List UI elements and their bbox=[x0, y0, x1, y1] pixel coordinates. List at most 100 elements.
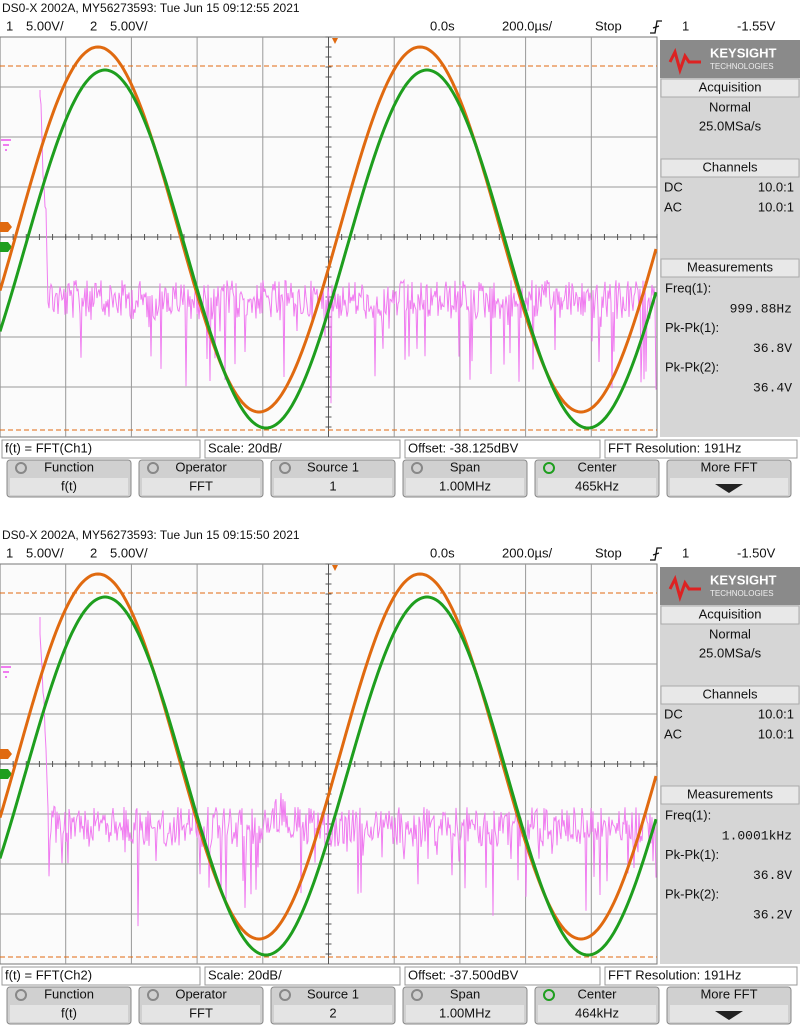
ch1-scale: 5.00V/ bbox=[26, 545, 64, 560]
section-header bbox=[660, 605, 800, 625]
softkey-label: Function bbox=[44, 459, 94, 474]
fft-trace bbox=[39, 617, 657, 927]
softkey-value: 1 bbox=[329, 478, 336, 493]
math-function: f(t) = FFT(Ch1) bbox=[5, 440, 92, 455]
math-marker bbox=[1, 139, 11, 151]
channel-probe: 10.0:1 bbox=[758, 199, 794, 214]
softkey-label: More FFT bbox=[700, 459, 757, 474]
channel-probe: 10.0:1 bbox=[758, 726, 794, 741]
softkey-value: 1.00MHz bbox=[439, 478, 491, 493]
channel-coupling: DC bbox=[664, 706, 683, 721]
brand-sub: TECHNOLOGIES bbox=[710, 589, 774, 598]
section-title: Measurements bbox=[687, 786, 773, 801]
softkey-label: Function bbox=[44, 986, 94, 1001]
softkey-arrow bbox=[715, 484, 743, 493]
acq-mode: Normal bbox=[709, 99, 751, 114]
section-title: Acquisition bbox=[699, 79, 762, 94]
softkey-icon bbox=[411, 989, 423, 1001]
softkey-label: Operator bbox=[175, 459, 227, 474]
softkey-label: Operator bbox=[175, 986, 227, 1001]
measurement-label: Freq(1): bbox=[665, 280, 711, 295]
softkey-label: Source 1 bbox=[307, 459, 359, 474]
acq-rate: 25.0MSa/s bbox=[699, 118, 762, 133]
run-state: Stop bbox=[595, 18, 622, 33]
scope-screen: DS0-X 2002A, MY56273593: Tue Jun 15 09:1… bbox=[0, 528, 800, 1025]
softkey-value-area bbox=[274, 1005, 392, 1022]
ch2-trace bbox=[0, 595, 658, 957]
math-field bbox=[404, 439, 601, 459]
math-scale: Scale: 20dB/ bbox=[208, 967, 282, 982]
header: DS0-X 2002A, MY56273593: Tue Jun 15 09:1… bbox=[2, 528, 300, 542]
section-header bbox=[660, 78, 800, 98]
math-scale: Scale: 20dB/ bbox=[208, 440, 282, 455]
math-function: f(t) = FFT(Ch2) bbox=[5, 967, 92, 982]
trigger-source: 1 bbox=[682, 18, 689, 33]
softkey[interactable]: Operator FFT bbox=[138, 459, 264, 498]
softkey-label: Span bbox=[450, 986, 480, 1001]
measurement-value: 1.0001kHz bbox=[722, 828, 792, 843]
measurement-value: 999.88Hz bbox=[730, 301, 792, 316]
softkey[interactable]: More FFT bbox=[666, 459, 792, 498]
softkey[interactable]: Center 465kHz bbox=[534, 459, 660, 498]
softkey-label: Source 1 bbox=[307, 986, 359, 1001]
ch2-marker bbox=[0, 242, 12, 252]
softkey[interactable]: Source 1 1 bbox=[270, 459, 396, 498]
measurement-value: 36.2V bbox=[753, 907, 792, 922]
trigger-edge-icon bbox=[650, 547, 662, 561]
softkey-label: Span bbox=[450, 459, 480, 474]
softkey[interactable]: Operator FFT bbox=[138, 986, 264, 1025]
softkey-value-area bbox=[538, 1005, 656, 1022]
measurement-value: 36.8V bbox=[753, 341, 792, 356]
section-header bbox=[660, 158, 800, 178]
softkey-value: FFT bbox=[189, 478, 213, 493]
math-field bbox=[604, 439, 798, 459]
softkey-value-area bbox=[142, 1005, 260, 1022]
softkey-label: Center bbox=[577, 459, 617, 474]
softkey-label: Center bbox=[577, 986, 617, 1001]
brand: KEYSIGHT bbox=[710, 572, 777, 587]
softkey-icon bbox=[543, 462, 555, 474]
softkey-icon bbox=[543, 989, 555, 1001]
softkey[interactable]: More FFT bbox=[666, 986, 792, 1025]
softkey-arrow bbox=[715, 1011, 743, 1020]
ch2-label: 2 bbox=[90, 545, 97, 560]
header: DS0-X 2002A, MY56273593: Tue Jun 15 09:1… bbox=[2, 1, 300, 15]
channel-coupling: AC bbox=[664, 726, 682, 741]
section-header bbox=[660, 258, 800, 278]
softkey-value-area bbox=[274, 478, 392, 495]
softkey[interactable]: Function f(t) bbox=[6, 986, 132, 1025]
softkey[interactable]: Span 1.00MHz bbox=[402, 986, 528, 1025]
softkey[interactable]: Source 1 2 bbox=[270, 986, 396, 1025]
softkey[interactable]: Function f(t) bbox=[6, 459, 132, 498]
channel-coupling: DC bbox=[664, 179, 683, 194]
measurement-label: Pk-Pk(1): bbox=[665, 320, 719, 335]
softkey-value: 1.00MHz bbox=[439, 1005, 491, 1020]
fft-trace bbox=[39, 90, 657, 404]
softkey-icon bbox=[279, 989, 291, 1001]
channel-coupling: AC bbox=[664, 199, 682, 214]
section-header bbox=[660, 685, 800, 705]
math-field bbox=[1, 966, 201, 986]
ch1-marker bbox=[0, 222, 12, 232]
softkey[interactable]: Span 1.00MHz bbox=[402, 459, 528, 498]
softkey[interactable]: Center 464kHz bbox=[534, 986, 660, 1025]
ch1-marker bbox=[0, 749, 12, 759]
softkey-value: f(t) bbox=[61, 1005, 77, 1020]
ch1-label: 1 bbox=[6, 18, 13, 33]
math-field bbox=[204, 966, 401, 986]
softkey-value-area bbox=[10, 478, 128, 495]
side-panel bbox=[660, 40, 800, 437]
softkey-icon bbox=[411, 462, 423, 474]
math-resolution: FFT Resolution: 191Hz bbox=[608, 967, 741, 982]
math-marker bbox=[1, 666, 11, 678]
trigger-level: -1.50V bbox=[737, 545, 776, 560]
trigger-edge-icon bbox=[650, 20, 662, 34]
scope-screen: DS0-X 2002A, MY56273593: Tue Jun 15 09:1… bbox=[0, 1, 800, 498]
time-offset: 0.0s bbox=[430, 545, 455, 560]
section-title: Acquisition bbox=[699, 606, 762, 621]
softkey-label: More FFT bbox=[700, 986, 757, 1001]
brand-sub: TECHNOLOGIES bbox=[710, 62, 774, 71]
trigger-level: -1.55V bbox=[737, 18, 776, 33]
math-field bbox=[604, 966, 798, 986]
